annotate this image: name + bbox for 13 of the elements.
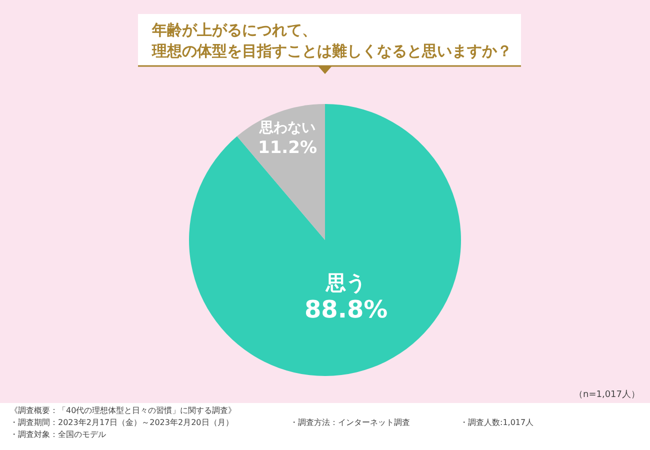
text: ・調査人数:1,017人 <box>460 418 534 427</box>
text: ・調査期間：2023年2月17日（金）～2023年2月20日（月） <box>10 418 234 427</box>
slice-label: 思わない <box>258 120 316 136</box>
slice-label: 思う <box>325 270 366 294</box>
pie-slice <box>189 104 461 376</box>
data-label: 11.2% <box>258 138 317 158</box>
text: ・調査対象：全国のモデル <box>10 430 106 439</box>
text: （n=1,017人） <box>574 389 640 400</box>
chart-title: 年齢が上がるにつれて、理想の体型を目指すことは難しくなると思いますか？ <box>151 21 512 60</box>
pie-slice <box>237 104 325 240</box>
data-label: 88.8% <box>304 295 388 324</box>
text: ・調査方法：インターネット調査 <box>290 418 410 427</box>
text: 《調査概要：「40代の理想体型と日々の習慣」に関する調査》 <box>10 406 236 415</box>
